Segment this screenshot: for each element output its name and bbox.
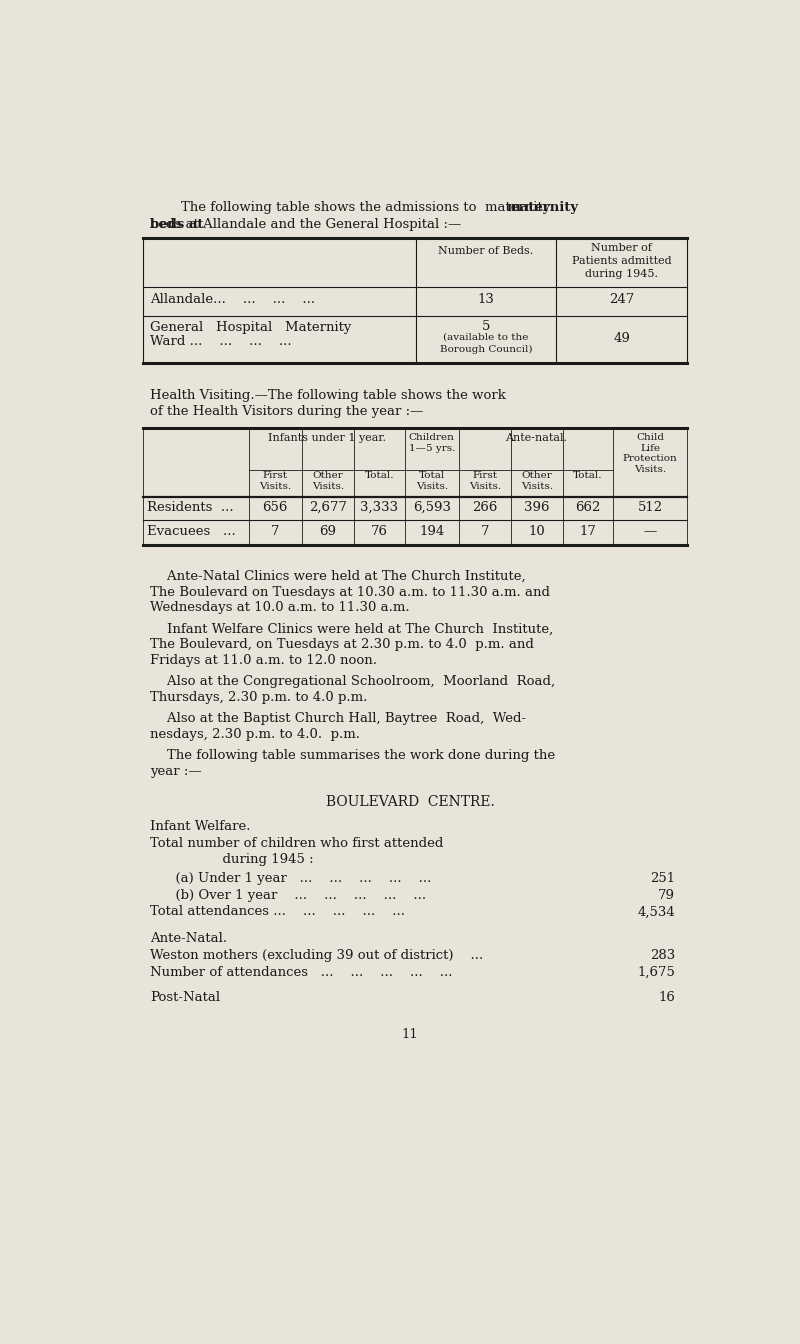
Text: Total.: Total. (573, 472, 602, 480)
Text: Residents  ...: Residents ... (147, 501, 234, 515)
Text: The following table shows the admissions to  maternity: The following table shows the admissions… (182, 202, 550, 214)
Text: Allandale...    ...    ...    ...: Allandale... ... ... ... (150, 293, 315, 306)
Text: 283: 283 (650, 949, 675, 962)
Text: 3,333: 3,333 (360, 501, 398, 515)
Text: Other
Visits.: Other Visits. (521, 472, 553, 491)
Text: Number of Beds.: Number of Beds. (438, 246, 534, 257)
Text: (a) Under 1 year   ...    ...    ...    ...    ...: (a) Under 1 year ... ... ... ... ... (150, 872, 432, 886)
Text: Total.: Total. (365, 472, 394, 480)
Text: 512: 512 (638, 501, 663, 515)
Text: 396: 396 (524, 501, 550, 515)
Text: beds at Allandale and the General Hospital :—: beds at Allandale and the General Hospit… (150, 218, 462, 231)
Text: Total
Visits.: Total Visits. (416, 472, 448, 491)
Text: Infant Welfare Clinics were held at The Church  Institute,: Infant Welfare Clinics were held at The … (150, 622, 554, 636)
Text: —: — (644, 524, 657, 538)
Text: 6,593: 6,593 (413, 501, 450, 515)
Text: Fridays at 11.0 a.m. to 12.0 noon.: Fridays at 11.0 a.m. to 12.0 noon. (150, 655, 378, 667)
Text: 17: 17 (579, 524, 596, 538)
Text: The following table summarises the work done during the: The following table summarises the work … (150, 749, 555, 762)
Text: Also at the Baptist Church Hall, Baytree  Road,  Wed-: Also at the Baptist Church Hall, Baytree… (150, 712, 526, 726)
Text: year :—: year :— (150, 765, 202, 778)
Text: 7: 7 (481, 524, 489, 538)
Text: 1,675: 1,675 (637, 965, 675, 978)
Text: (b) Over 1 year    ...    ...    ...    ...    ...: (b) Over 1 year ... ... ... ... ... (150, 888, 426, 902)
Text: Also at the Congregational Schoolroom,  Moorland  Road,: Also at the Congregational Schoolroom, M… (150, 675, 555, 688)
Text: Thursdays, 2.30 p.m. to 4.0 p.m.: Thursdays, 2.30 p.m. to 4.0 p.m. (150, 691, 368, 704)
Text: Number of: Number of (591, 242, 652, 253)
Text: (available to the: (available to the (443, 332, 529, 341)
Text: 69: 69 (319, 524, 336, 538)
Text: Number of attendances   ...    ...    ...    ...    ...: Number of attendances ... ... ... ... ..… (150, 965, 453, 978)
Text: beds at: beds at (150, 218, 204, 231)
Text: 13: 13 (478, 293, 494, 306)
Text: Children
1—5 yrs.: Children 1—5 yrs. (409, 434, 455, 453)
Text: BOULEVARD  CENTRE.: BOULEVARD CENTRE. (326, 796, 494, 809)
Text: Ward ...    ...    ...    ...: Ward ... ... ... ... (150, 335, 292, 348)
Text: Borough Council): Borough Council) (440, 345, 532, 353)
Text: Ante-Natal Clinics were held at The Church Institute,: Ante-Natal Clinics were held at The Chur… (150, 570, 526, 583)
Text: 194: 194 (419, 524, 444, 538)
Text: Ante-natal.: Ante-natal. (505, 434, 567, 444)
Text: 49: 49 (613, 332, 630, 345)
Text: Infants under 1 year.: Infants under 1 year. (268, 434, 386, 444)
Text: during 1945.: during 1945. (585, 269, 658, 280)
Text: Total number of children who first attended: Total number of children who first atten… (150, 837, 444, 849)
Text: 251: 251 (650, 872, 675, 886)
Text: Child
Life
Protection
Visits.: Child Life Protection Visits. (623, 434, 678, 473)
Text: Ante-Natal.: Ante-Natal. (150, 931, 227, 945)
Text: Post-Natal: Post-Natal (150, 992, 221, 1004)
Text: 76: 76 (371, 524, 388, 538)
Text: First
Visits.: First Visits. (469, 472, 501, 491)
Text: Health Visiting.—The following table shows the work: Health Visiting.—The following table sho… (150, 388, 506, 402)
Text: during 1945 :: during 1945 : (197, 852, 314, 866)
Text: Total attendances ...    ...    ...    ...    ...: Total attendances ... ... ... ... ... (150, 906, 406, 918)
Text: 7: 7 (271, 524, 279, 538)
Text: General   Hospital   Maternity: General Hospital Maternity (150, 321, 352, 335)
Text: 10: 10 (528, 524, 545, 538)
Text: 5: 5 (482, 320, 490, 332)
Text: 662: 662 (575, 501, 601, 515)
Text: 247: 247 (609, 293, 634, 306)
Text: Evacuees   ...: Evacuees ... (147, 524, 236, 538)
Text: 16: 16 (658, 992, 675, 1004)
Text: 4,534: 4,534 (638, 906, 675, 918)
Text: Infant Welfare.: Infant Welfare. (150, 820, 251, 833)
Text: 11: 11 (402, 1028, 418, 1042)
Text: Other
Visits.: Other Visits. (312, 472, 344, 491)
Text: 266: 266 (472, 501, 498, 515)
Text: of the Health Visitors during the year :—: of the Health Visitors during the year :… (150, 405, 424, 418)
Text: 656: 656 (262, 501, 288, 515)
Text: nesdays, 2.30 p.m. to 4.0.  p.m.: nesdays, 2.30 p.m. to 4.0. p.m. (150, 728, 360, 741)
Text: Patients admitted: Patients admitted (572, 255, 671, 266)
Text: 79: 79 (658, 888, 675, 902)
Text: The Boulevard on Tuesdays at 10.30 a.m. to 11.30 a.m. and: The Boulevard on Tuesdays at 10.30 a.m. … (150, 586, 550, 598)
Text: 2,677: 2,677 (309, 501, 347, 515)
Text: The Boulevard, on Tuesdays at 2.30 p.m. to 4.0  p.m. and: The Boulevard, on Tuesdays at 2.30 p.m. … (150, 638, 534, 652)
Text: Wednesdays at 10.0 a.m. to 11.30 a.m.: Wednesdays at 10.0 a.m. to 11.30 a.m. (150, 601, 410, 614)
Text: Weston mothers (excluding 39 out of district)    ...: Weston mothers (excluding 39 out of dist… (150, 949, 484, 962)
Text: maternity: maternity (507, 202, 579, 214)
Text: First
Visits.: First Visits. (259, 472, 291, 491)
